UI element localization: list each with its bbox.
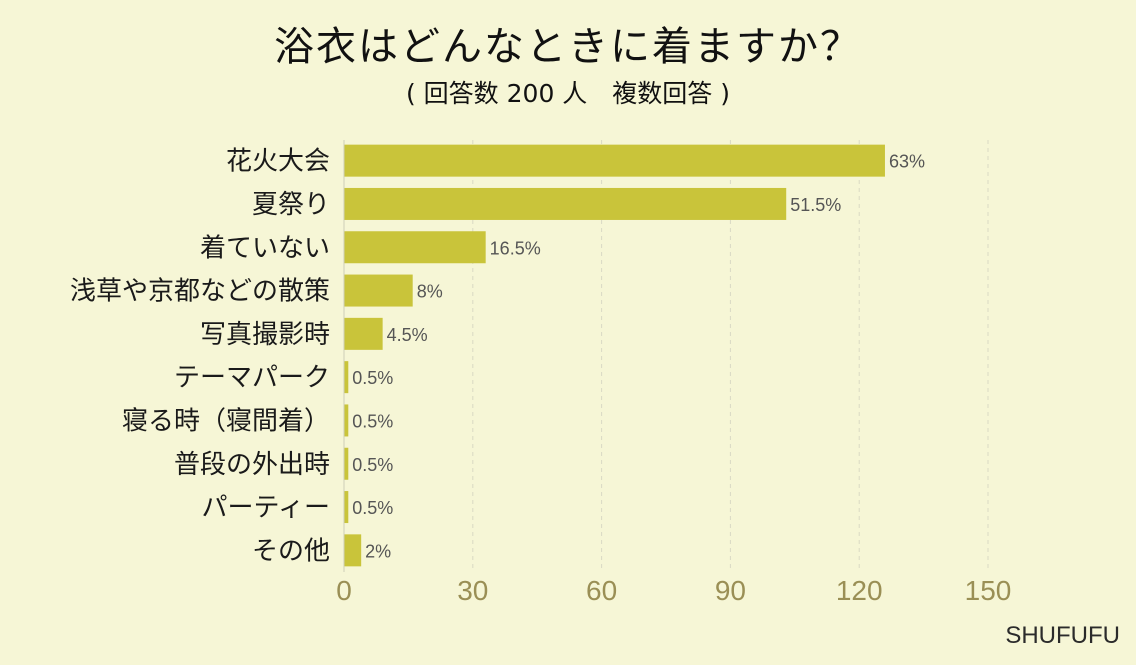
data-label: 51.5% bbox=[790, 195, 841, 215]
x-tick-label: 0 bbox=[336, 575, 352, 606]
data-label: 16.5% bbox=[490, 238, 541, 258]
bar bbox=[344, 231, 486, 264]
category-label: 浅草や京都などの散策 bbox=[70, 277, 330, 307]
bar bbox=[344, 274, 413, 307]
x-tick-label: 90 bbox=[715, 575, 746, 606]
category-label: テーマパーク bbox=[174, 363, 330, 393]
data-label: 0.5% bbox=[352, 455, 393, 475]
bar bbox=[344, 361, 349, 394]
x-tick-label: 30 bbox=[457, 575, 488, 606]
category-label: パーティー bbox=[202, 493, 330, 523]
x-tick-label: 150 bbox=[965, 575, 1012, 606]
category-label: 写真撮影時 bbox=[200, 320, 330, 350]
x-tick-label: 60 bbox=[586, 575, 617, 606]
category-label: 寝る時（寝間着） bbox=[122, 406, 330, 436]
bar bbox=[344, 447, 349, 480]
brand-logo: SHUFUFU bbox=[1005, 622, 1120, 649]
data-label: 0.5% bbox=[352, 498, 393, 518]
bar bbox=[344, 491, 349, 524]
category-label: 普段の外出時 bbox=[174, 450, 330, 480]
bar bbox=[344, 534, 362, 567]
data-label: 0.5% bbox=[352, 411, 393, 431]
data-label: 0.5% bbox=[352, 368, 393, 388]
bar bbox=[344, 187, 787, 220]
category-label: その他 bbox=[252, 536, 330, 566]
data-label: 2% bbox=[365, 541, 391, 561]
chart-subtitle: ( 回答数 200 人 複数回答 ) bbox=[405, 79, 730, 108]
x-tick-label: 120 bbox=[836, 575, 883, 606]
category-label: 着ていない bbox=[200, 233, 330, 263]
bar bbox=[344, 317, 383, 350]
category-label: 花火大会 bbox=[226, 147, 330, 177]
data-label: 63% bbox=[889, 152, 925, 172]
category-label: 夏祭り bbox=[252, 190, 330, 220]
data-label: 4.5% bbox=[387, 325, 428, 345]
bar bbox=[344, 144, 885, 177]
data-label: 8% bbox=[417, 282, 443, 302]
bar bbox=[344, 404, 349, 437]
chart-title: 浴衣はどんなときに着ますか？ bbox=[274, 24, 862, 70]
